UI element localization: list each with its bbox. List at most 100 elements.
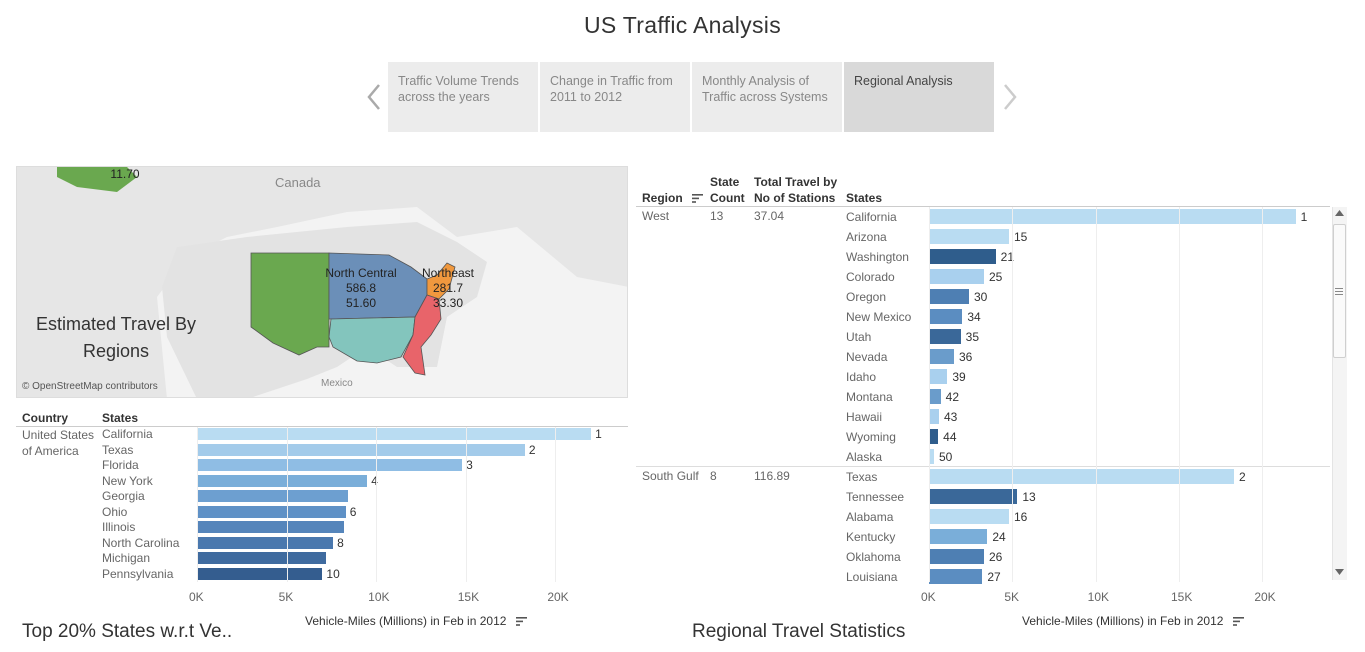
left-axis-title-text: Vehicle-Miles (Millions) in Feb in 2012 — [305, 614, 507, 628]
bar-west-california[interactable] — [929, 209, 1296, 224]
rank-label-west-washington: 21 — [1000, 250, 1015, 264]
left-axis-gridline — [197, 427, 198, 582]
region-column-header[interactable]: Region — [642, 191, 704, 205]
bar-new-york[interactable] — [197, 474, 368, 487]
bar-west-wyoming[interactable] — [929, 429, 939, 444]
canada-label: Canada — [275, 175, 321, 190]
bar-florida[interactable] — [197, 459, 463, 471]
right-axis-title[interactable]: Vehicle-Miles (Millions) in Feb in 2012 — [1022, 614, 1244, 628]
map-attribution[interactable]: © OpenStreetMap contributors — [22, 381, 158, 392]
rank-label-florida: 3 — [466, 458, 473, 472]
state-label-west-alaska: Alaska — [846, 450, 883, 464]
dashboard-title: US Traffic Analysis — [583, 12, 781, 38]
alaska-region[interactable] — [57, 167, 137, 192]
total-travel-column-header: Total Travel by No of Stations — [754, 175, 838, 205]
bar-pennsylvania[interactable] — [197, 567, 323, 580]
bar-california[interactable] — [197, 428, 592, 440]
rank-label-south-gulf-louisiana: 27 — [987, 570, 1001, 584]
story-point-monthly-analysis[interactable]: Monthly Analysis of Traffic across Syste… — [692, 62, 842, 132]
right-axis-gridline — [1262, 207, 1264, 582]
rank-label-south-gulf-oklahoma: 26 — [989, 550, 1003, 564]
sort-icon[interactable] — [692, 194, 704, 204]
state-label-ohio: Ohio — [102, 504, 128, 519]
sort-icon[interactable] — [1232, 617, 1244, 627]
bar-south-gulf-kentucky[interactable] — [929, 529, 988, 544]
rank-label-pennsylvania: 10 — [326, 566, 340, 581]
state-label-west-utah: Utah — [846, 330, 872, 344]
rank-label-west-wyoming: 44 — [943, 430, 957, 444]
bar-south-gulf-oklahoma[interactable] — [929, 549, 984, 564]
state-label-west-hawaii: Hawaii — [846, 410, 883, 424]
bar-south-gulf-tennessee[interactable] — [929, 489, 1018, 504]
scroll-down-icon[interactable] — [1335, 569, 1344, 575]
story-point-change-in-traffic[interactable]: Change in Traffic from 2011 to 2012 — [540, 62, 690, 132]
bar-south-gulf-alabama[interactable] — [929, 509, 1009, 524]
map-overlay-title: Estimated Travel By Regions — [35, 314, 197, 361]
sort-icon[interactable] — [515, 617, 527, 627]
left-axis-tick-label: 0K — [189, 590, 204, 604]
rank-label-west-alaska: 50 — [939, 450, 953, 464]
bar-illinois[interactable] — [197, 521, 344, 533]
states-column-header-right: States — [846, 191, 883, 205]
region-map[interactable]: 11.70 Canada Mexico North Central 586.8 … — [16, 166, 628, 398]
state-count-cell-west: 13 — [710, 209, 724, 223]
bar-west-alaska[interactable] — [929, 449, 934, 464]
left-axis-gridline — [465, 427, 467, 582]
story-prev-button[interactable] — [360, 62, 388, 132]
bar-georgia[interactable] — [197, 490, 348, 502]
north-central-name: North Central — [325, 266, 397, 280]
bar-west-idaho[interactable] — [929, 369, 948, 384]
state-label-new-york: New York — [102, 473, 153, 488]
total-travel-cell-south-gulf: 116.89 — [754, 469, 790, 483]
state-label-west-california: California — [846, 210, 897, 224]
left-axis-gridline — [555, 427, 557, 582]
scroll-up-icon[interactable] — [1335, 210, 1344, 216]
bar-west-hawaii[interactable] — [929, 409, 939, 424]
bar-west-arizona[interactable] — [929, 229, 1009, 244]
state-label-pennsylvania: Pennsylvania — [102, 566, 174, 581]
story-point-traffic-volume[interactable]: Traffic Volume Trends across the years — [388, 62, 538, 132]
group-divider — [636, 466, 1330, 467]
bar-west-oregon[interactable] — [929, 289, 969, 304]
rank-label-west-nevada: 36 — [959, 350, 973, 364]
rank-label-west-montana: 42 — [945, 390, 960, 404]
state-label-texas: Texas — [102, 442, 134, 457]
right-header-divider — [636, 206, 1330, 207]
region-column-header-text: Region — [642, 191, 683, 205]
state-label-south-gulf-alabama: Alabama — [846, 510, 894, 524]
bar-texas[interactable] — [197, 443, 525, 456]
bar-ohio[interactable] — [197, 505, 346, 518]
bar-west-montana[interactable] — [929, 389, 941, 404]
right-axis-tick-label: 5K — [1004, 590, 1020, 604]
rank-label-california: 1 — [595, 427, 602, 441]
right-axis-gridline — [1012, 207, 1014, 582]
states-column-header: States — [102, 411, 139, 425]
rank-label-ohio: 6 — [349, 504, 357, 519]
chevron-left-icon — [367, 84, 380, 110]
bar-michigan[interactable] — [197, 552, 326, 564]
state-label-south-gulf-louisiana: Louisiana — [846, 570, 898, 584]
rank-label-west-arizona: 15 — [1014, 230, 1028, 244]
bar-west-utah[interactable] — [929, 329, 961, 344]
left-axis-title[interactable]: Vehicle-Miles (Millions) in Feb in 2012 — [305, 614, 527, 628]
left-axis-tick-label: 20K — [547, 590, 569, 604]
rank-label-south-gulf-tennessee: 13 — [1022, 490, 1036, 504]
rank-label-west-california: 1 — [1300, 210, 1308, 224]
state-label-illinois: Illinois — [102, 520, 136, 534]
bar-west-colorado[interactable] — [929, 269, 984, 284]
right-sheet-title: Regional Travel Statistics — [692, 621, 906, 642]
story-next-button[interactable] — [996, 62, 1024, 132]
region-southeast-shape[interactable] — [402, 294, 442, 376]
bar-north-carolina[interactable] — [197, 536, 334, 549]
bar-south-gulf-louisiana[interactable] — [929, 569, 983, 584]
right-axis-tick-label: 15K — [1171, 590, 1193, 604]
left-axis-tick-label: 15K — [457, 590, 480, 604]
bar-west-new-mexico[interactable] — [929, 309, 963, 324]
right-axis-title-text: Vehicle-Miles (Millions) in Feb in 2012 — [1022, 614, 1224, 628]
bar-west-washington[interactable] — [929, 249, 996, 264]
state-label-west-nevada: Nevada — [846, 350, 888, 364]
bar-south-gulf-texas[interactable] — [929, 469, 1234, 484]
bar-west-nevada[interactable] — [929, 349, 954, 364]
story-point-regional-analysis[interactable]: Regional Analysis — [844, 62, 994, 132]
left-header-divider — [16, 426, 628, 427]
